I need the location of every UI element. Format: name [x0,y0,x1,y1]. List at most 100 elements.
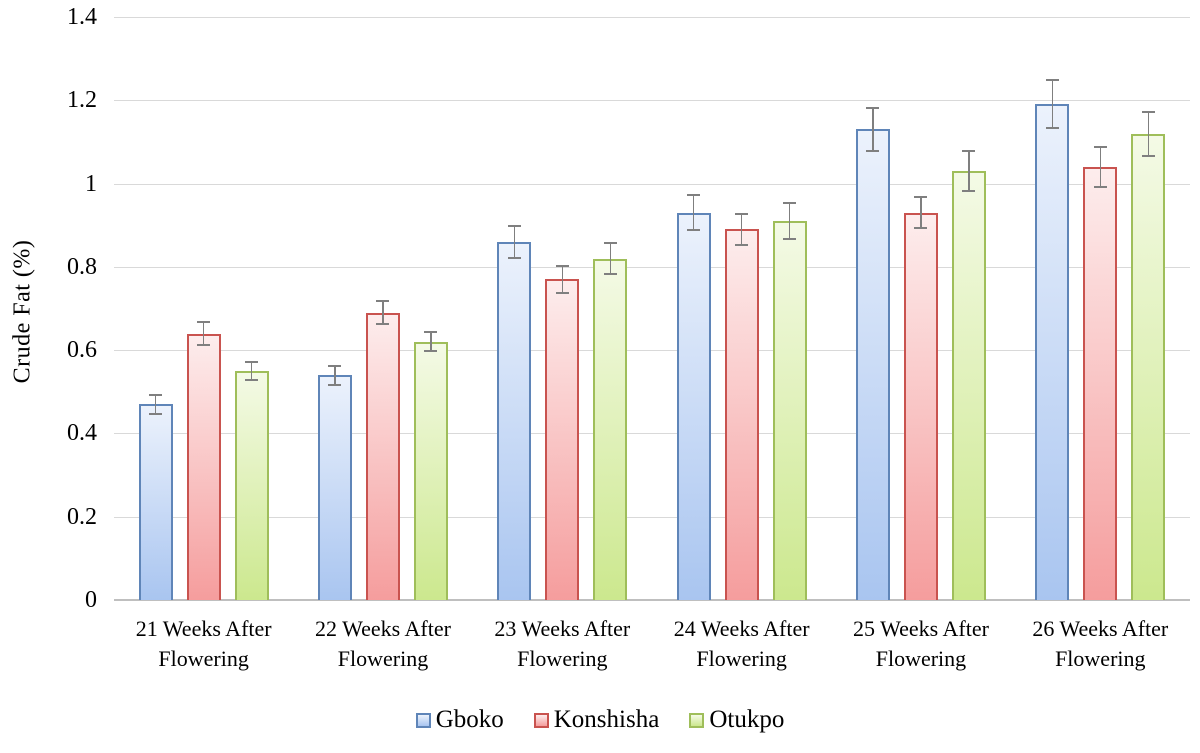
error-bar-vline [872,106,874,153]
x-axis-category-label: 23 Weeks After Flowering [473,614,652,674]
x-axis-line [114,599,1190,601]
bar-gboko [138,393,173,600]
error-bar-cap-top [603,241,617,244]
error-bar-cap-top [555,264,569,267]
gridline [114,100,1190,102]
legend-item-gboko: Gboko [415,706,504,734]
bar-otukpo [413,331,448,600]
error-bar [1093,146,1107,188]
legend-label: Gboko [435,706,504,733]
error-bar [555,264,569,294]
error-bar-cap-bottom [1141,154,1155,157]
error-bar-cap-top [1141,110,1155,113]
bar-konshisha [1083,146,1118,600]
error-bar-cap-top [507,225,521,228]
error-bar [735,212,749,247]
error-bar-cap-top [735,212,749,215]
error-bar-cap-bottom [328,383,342,386]
error-bar-cap-bottom [1045,127,1059,130]
error-bar-cap-top [149,393,163,396]
error-bar [603,241,617,276]
error-bar-cap-top [245,360,259,363]
y-tick-label: 0 [85,587,97,613]
y-tick-label: 0.6 [67,337,97,364]
bar-group [1011,17,1190,600]
bar-konshisha [903,196,938,600]
legend-swatch-icon [533,712,549,728]
error-bar [245,360,259,382]
x-axis-category-text: 25 Weeks After Flowering [853,616,989,671]
error-bar-cap-bottom [687,229,701,232]
error-bar-vline [920,196,922,230]
error-bar [687,194,701,232]
error-bar-vline [740,212,743,247]
legend-swatch-icon [415,712,431,728]
error-bar [424,331,438,353]
x-axis-category-text: 22 Weeks After Flowering [315,616,451,671]
x-axis-category-label: 24 Weeks After Flowering [652,614,831,674]
y-tick-label: 0.8 [67,253,97,280]
bar-group [114,17,293,600]
error-bar-cap-top [376,300,390,303]
bar-otukpo [593,241,628,600]
gridline [114,183,1190,185]
plot-area [114,17,1190,601]
error-bar-cap-bottom [1093,185,1107,188]
x-axis-category-text: 26 Weeks After Flowering [1032,616,1169,671]
error-bar [962,150,976,192]
bar-group [473,17,652,600]
x-axis-category-text: 21 Weeks After Flowering [135,616,272,671]
bar-otukpo [951,150,986,600]
x-axis-category-label: 26 Weeks After Flowering [1011,614,1190,674]
gridline [114,516,1190,518]
error-bar-vline [788,202,791,240]
x-axis-labels: 21 Weeks After Flowering 22 Weeks After F… [114,614,1190,674]
bar-gboko [1035,79,1070,600]
error-bar [783,202,797,240]
error-bar-cap-bottom [376,323,390,326]
x-axis-category-label: 21 Weeks After Flowering [114,614,293,674]
error-bar-cap-bottom [914,227,928,230]
error-bar-cap-bottom [866,150,880,153]
bar-otukpo [1131,110,1166,600]
error-bar [328,364,342,386]
error-bar-cap-bottom [603,273,617,276]
y-tick-label: 1 [85,170,97,197]
bar-gboko [497,225,532,600]
error-bar-cap-bottom [197,344,211,346]
bar-gboko [317,364,352,600]
y-tick-label: 1.4 [67,4,97,30]
error-bar-vline [334,364,336,386]
x-axis-category-text: 23 Weeks After Flowering [494,616,631,671]
legend: Gboko Konshisha Otukpo [0,706,1200,734]
bar-gboko [855,106,890,600]
error-bar-cap-top [914,196,928,199]
error-bar-vline [250,360,253,382]
error-bar-cap-bottom [149,412,163,415]
bar-konshisha [545,264,580,600]
error-bar [376,300,390,326]
error-bar [1141,110,1155,157]
bar-konshisha [186,321,221,600]
error-bar [507,225,521,259]
error-bar-cap-top [866,106,880,109]
error-bar-cap-top [962,150,976,153]
bar-otukpo [772,202,807,600]
gridline [114,350,1190,352]
x-axis-category-label: 25 Weeks After Flowering [831,614,1010,674]
error-bar-vline [692,194,695,232]
error-bar-vline [561,264,564,294]
error-bar-cap-top [1045,79,1059,82]
error-bar-cap-top [424,331,438,334]
error-bar-cap-bottom [424,350,438,353]
legend-swatch-icon [689,712,705,728]
error-bar-vline [513,225,516,259]
error-bar [1045,79,1059,130]
error-bar-vline [609,241,612,276]
x-axis-category-label: 22 Weeks After Flowering [293,614,472,674]
error-bar-cap-top [687,194,701,196]
bar-groups [114,17,1190,600]
y-tick-label: 0.4 [67,420,97,447]
error-bar-cap-top [1093,146,1107,149]
